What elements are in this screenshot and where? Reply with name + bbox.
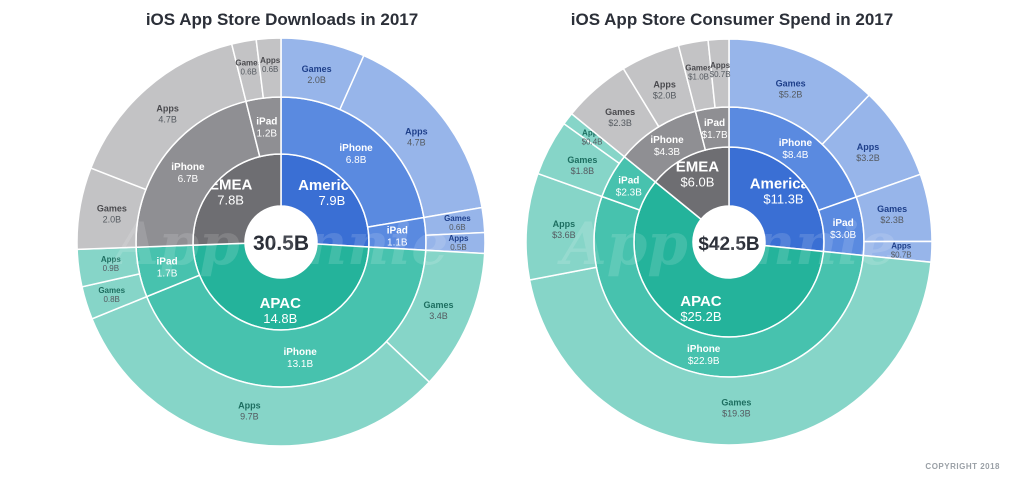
category-arc-emea-ipad-apps[interactable] — [707, 38, 730, 109]
region-label-emea: EMEA $6.0B — [676, 159, 720, 190]
total-label: $42.5B — [698, 234, 759, 255]
category-arc-apac-iphone-games[interactable] — [528, 254, 932, 446]
category-label-emea-iphone-apps: Apps $2.0B — [653, 79, 677, 100]
region-label-emea: EMEA 7.8B — [209, 176, 253, 207]
category-label-apac-iphone-games: Games 3.4B — [424, 300, 454, 321]
spend-chart-title: iOS App Store Consumer Spend in 2017 — [570, 10, 894, 29]
category-label-emea-ipad-apps: Apps $0.7B — [710, 61, 731, 79]
device-label-apac-iphone: iPhone $22.9B — [687, 344, 721, 367]
category-label-americas-iphone-apps: Apps 4.7B — [405, 127, 428, 148]
watermark-logo: App Annie — [109, 210, 449, 278]
device-label-emea-ipad: iPad 1.2B — [256, 116, 277, 139]
region-label-apac: APAC $25.2B — [680, 293, 722, 324]
region-label-apac: APAC 14.8B — [260, 295, 302, 326]
category-label-emea-ipad-games: Games 0.6B — [235, 59, 262, 77]
watermark-logo: App Annie — [557, 210, 897, 278]
category-label-apac-ipad-apps: Apps 0.9B — [101, 255, 122, 273]
category-label-emea-iphone-games: Games 2.0B — [97, 203, 127, 224]
device-label-americas-iphone: iPhone $8.4B — [779, 138, 813, 161]
category-label-americas-ipad-games: Games $2.3B — [877, 204, 907, 225]
category-label-emea-iphone-apps: Apps 4.7B — [156, 103, 179, 124]
category-label-emea-iphone-games: Games $2.3B — [605, 107, 635, 128]
device-label-apac-ipad: iPad 1.7B — [157, 256, 178, 279]
category-arc-emea-ipad-apps[interactable] — [255, 37, 282, 99]
device-label-americas-ipad: iPad 1.1B — [387, 225, 408, 248]
category-label-americas-ipad-apps: Apps 0.5B — [448, 234, 469, 252]
category-label-apac-ipad-apps: Apps $0.4B — [582, 128, 603, 146]
copyright-notice: COPYRIGHT 2018 — [925, 462, 1000, 471]
category-label-americas-iphone-games: Games $5.2B — [776, 78, 806, 99]
category-label-americas-ipad-games: Games 0.6B — [444, 214, 471, 232]
total-center-circle — [694, 207, 764, 277]
device-label-americas-iphone: iPhone 6.8B — [339, 143, 373, 166]
category-label-apac-iphone-apps: Apps $3.6B — [552, 219, 576, 240]
category-label-apac-ipad-games: Games 0.8B — [98, 286, 125, 304]
category-label-americas-ipad-apps: Apps $0.7B — [891, 241, 912, 259]
category-label-americas-iphone-apps: Apps $3.2B — [856, 142, 880, 163]
category-label-apac-ipad-games: Games $1.8B — [567, 155, 597, 176]
total-label: 30.5B — [253, 232, 309, 255]
device-label-emea-iphone: iPhone 6.7B — [171, 162, 205, 185]
total-center-circle — [246, 207, 316, 277]
category-label-emea-ipad-games: Games $1.0B — [685, 63, 712, 81]
category-label-emea-ipad-apps: Apps 0.6B — [260, 56, 281, 74]
device-label-emea-iphone: iPhone $4.3B — [650, 135, 684, 158]
device-label-emea-ipad: iPad $1.7B — [702, 118, 728, 141]
downloads-chart-title: iOS App Store Downloads in 2017 — [145, 10, 419, 29]
device-label-apac-iphone: iPhone 13.1B — [283, 347, 317, 370]
category-label-americas-iphone-games: Games 2.0B — [302, 64, 332, 85]
device-label-americas-ipad: iPad $3.0B — [830, 218, 856, 241]
category-arc-apac-iphone-apps[interactable] — [91, 295, 431, 447]
category-label-apac-iphone-games: Games $19.3B — [721, 397, 751, 418]
device-label-apac-ipad: iPad $2.3B — [616, 175, 642, 198]
category-label-apac-iphone-apps: Apps 9.7B — [238, 401, 261, 422]
